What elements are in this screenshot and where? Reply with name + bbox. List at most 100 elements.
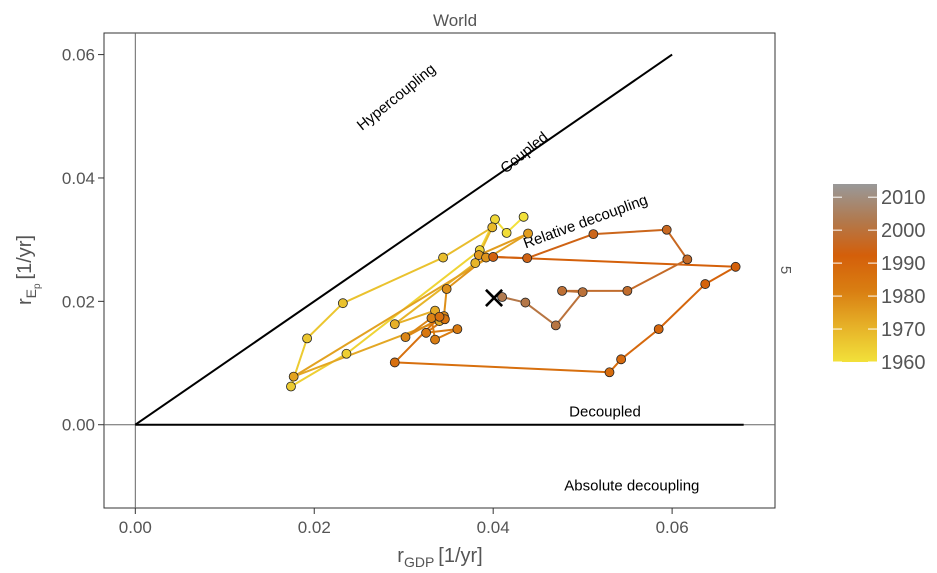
data-point (337, 298, 348, 309)
data-point (421, 327, 431, 338)
y-axis-title-unit: [1/yr] (14, 235, 36, 279)
series-segment (442, 226, 493, 259)
data-point (434, 311, 445, 322)
data-point (302, 333, 312, 344)
data-point (341, 348, 352, 359)
data-point (520, 297, 531, 308)
y-axis-title-group: rEp [1/yr] (14, 235, 43, 305)
series-segment (342, 256, 444, 305)
data-point (522, 253, 533, 264)
y-axis-title: rEp [1/yr] (14, 235, 43, 305)
data-point (452, 324, 463, 335)
colorbar-label: 1970 (881, 319, 926, 341)
data-point (616, 354, 627, 365)
series-lines (290, 216, 737, 388)
x-tick-label: 0.00 (119, 518, 152, 537)
series-segment (524, 301, 557, 327)
series-segment (394, 316, 441, 364)
data-point (577, 287, 588, 297)
data-point (430, 334, 440, 345)
data-point (288, 371, 299, 382)
data-point (661, 224, 672, 235)
coupled-line (134, 53, 673, 426)
colorbar-gradient (833, 184, 877, 362)
reference-lines (134, 53, 744, 426)
series-segment (626, 258, 688, 292)
series-segment (425, 328, 458, 334)
data-point (557, 285, 567, 296)
data-point (426, 313, 437, 323)
data-point (487, 222, 498, 233)
data-point (438, 252, 448, 263)
marker-x: × (481, 278, 508, 316)
data-point (700, 279, 711, 289)
plot-area (103, 32, 776, 509)
chart-title: World (433, 11, 477, 30)
x-axis-title-sub: GDP (404, 554, 434, 570)
series-segment (394, 361, 610, 374)
region-label: Coupled (497, 129, 551, 177)
series-segment (555, 291, 584, 327)
data-point (523, 228, 533, 239)
series-segment (526, 233, 594, 260)
x-tick-label: 0.02 (298, 518, 331, 537)
data-point (400, 332, 411, 343)
y-tick-label: 0.02 (62, 292, 95, 311)
region-label: Relative decoupling (521, 191, 650, 252)
region-labels: Hypercoupling Coupled Relative decoupling D… (354, 61, 700, 495)
region-label: Hypercoupling (354, 61, 439, 135)
x-axis-title: rGDP [1/yr] (397, 545, 482, 570)
series-segment (404, 317, 433, 338)
x-tick-label: 0.06 (656, 518, 689, 537)
colorbar: 2010 2000 1990 1980 1970 1960 (833, 184, 926, 374)
data-point (470, 258, 481, 268)
series-segment (394, 309, 436, 326)
y-axis-title-main: r (14, 298, 36, 305)
series-segment (704, 265, 737, 285)
data-point (682, 254, 693, 265)
axes: 0.00 0.02 0.04 0.06 0.00 0.02 0.04 0.06 (62, 33, 775, 537)
data-point (488, 252, 499, 262)
colorbar-label: 1990 (881, 253, 926, 275)
y-axis-title-sub: E (23, 289, 39, 298)
x-axis-title-unit: [1/yr] (438, 545, 482, 567)
data-point (653, 324, 664, 335)
series-segment (593, 228, 667, 236)
y-axis-title-subsub: p (32, 283, 43, 289)
series-segment (665, 229, 689, 260)
data-point (730, 261, 741, 272)
series-segment (620, 328, 660, 361)
data-point (622, 285, 633, 296)
series-segment (345, 249, 481, 355)
colorbar-label: 2000 (881, 220, 926, 242)
y-tick-label: 0.06 (62, 46, 95, 65)
data-point (389, 357, 400, 368)
colorbar-label: 1960 (881, 352, 926, 374)
series-segment (493, 255, 528, 260)
data-point (389, 319, 400, 330)
series-segment (306, 302, 344, 340)
x-axis-title-main: r (397, 545, 404, 567)
series-segment (657, 283, 706, 330)
x-tick-label: 0.04 (477, 518, 510, 537)
marker-group: × (481, 278, 508, 316)
y-tick-label: 0.04 (62, 169, 95, 188)
series-segment (478, 232, 529, 256)
series-points (286, 211, 741, 392)
colorbar-label: 1980 (881, 286, 926, 308)
facet-strip-label: 5 (777, 266, 794, 274)
data-point (588, 229, 599, 240)
data-point (518, 211, 529, 222)
data-point (501, 227, 512, 238)
series-segment (493, 255, 736, 268)
region-label: Decoupled (569, 404, 641, 421)
data-point (497, 292, 508, 302)
data-point (550, 320, 561, 331)
data-point (441, 284, 452, 294)
data-point (604, 367, 615, 378)
data-point (286, 381, 296, 392)
region-label: Absolute decoupling (564, 478, 699, 495)
colorbar-label: 2010 (881, 187, 926, 209)
y-tick-label: 0.00 (62, 416, 95, 435)
